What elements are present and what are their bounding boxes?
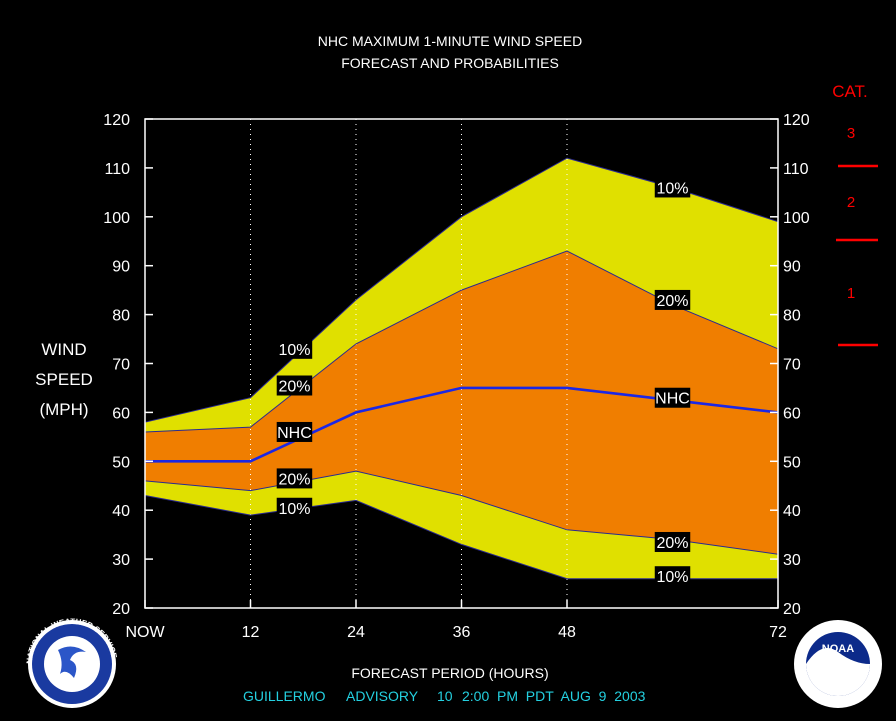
x-tick-label: 36 <box>453 624 471 641</box>
series-label-box <box>276 375 313 396</box>
y-tick-label-right: 120 <box>783 112 810 129</box>
x-tick-label: 48 <box>558 624 576 641</box>
y-tick-label-left: 50 <box>112 454 130 471</box>
series-label: 20% <box>278 379 310 396</box>
series-label-box <box>654 531 691 552</box>
chart-subtitle: FORECAST AND PROBABILITIES <box>341 55 559 71</box>
y-axis-label-line-1: WIND <box>41 340 86 359</box>
noaa-bird-icon <box>806 648 870 696</box>
y-tick-label-left: 90 <box>112 259 130 276</box>
storm-name: GUILLERMO <box>243 688 326 704</box>
series-labels: 10% 20% NHC 20% 10% 10% 20% NHC 20% 10% <box>276 177 691 587</box>
series-label: 10% <box>278 501 310 518</box>
y-tick-label-left: 60 <box>112 405 130 422</box>
series-label-box <box>654 177 691 198</box>
y-axis-ticks: 20 20 30 30 40 40 50 50 60 60 70 70 80 80 90 90 100 100 11… <box>103 112 810 618</box>
category-scale: CAT. 3 2 1 <box>832 82 878 347</box>
noaa-logo: NOAA <box>794 620 882 708</box>
y-tick-label-right: 70 <box>783 357 801 374</box>
y-tick-label-left: 70 <box>112 357 130 374</box>
y-tick-label-left: 40 <box>112 503 130 520</box>
advisory-time: 2:00 PM PDT AUG 9 2003 <box>462 688 646 704</box>
y-tick-label-left: 20 <box>112 601 130 618</box>
advisory-number: 10 <box>437 688 453 704</box>
series-label: 10% <box>278 342 310 359</box>
y-tick-label-right: 90 <box>783 259 801 276</box>
y-axis-label-line-2: SPEED <box>35 370 93 389</box>
series-label-box <box>654 566 691 587</box>
series-label: 20% <box>656 293 688 310</box>
y-tick-label-left: 120 <box>103 112 130 129</box>
x-tick-label: NOW <box>125 624 165 641</box>
y-tick-label-left: 100 <box>103 210 130 227</box>
series-label: NHC <box>655 391 690 408</box>
y-tick-label-right: 110 <box>783 161 809 178</box>
x-axis-label: FORECAST PERIOD (HOURS) <box>351 665 548 681</box>
series-label: 10% <box>656 180 688 197</box>
series-label-box <box>654 289 691 310</box>
noaa-logo-text: NOAA <box>822 643 854 655</box>
chart-title: NHC MAXIMUM 1-MINUTE WIND SPEED <box>318 33 582 49</box>
y-tick-label-right: 20 <box>783 601 801 618</box>
y-tick-label-left: 110 <box>104 161 130 178</box>
series-label-box <box>276 468 313 489</box>
category-1-label: 1 <box>847 285 855 302</box>
y-tick-label-right: 50 <box>783 454 801 471</box>
category-title: CAT. <box>832 82 868 101</box>
y-tick-label-left: 80 <box>112 308 130 325</box>
x-tick-label: 12 <box>242 624 260 641</box>
advisory-label: ADVISORY <box>346 688 419 704</box>
series-label-box <box>276 497 313 518</box>
series-label: NHC <box>277 425 312 442</box>
series-label-box <box>654 387 691 408</box>
series-label: 10% <box>656 569 688 586</box>
x-tick-label: 72 <box>769 624 787 641</box>
y-tick-label-right: 30 <box>783 552 801 569</box>
y-axis-label-line-3: (MPH) <box>39 400 88 419</box>
y-tick-label-right: 60 <box>783 405 801 422</box>
y-tick-label-right: 40 <box>783 503 801 520</box>
x-axis-ticks: NOW 12 24 36 48 72 <box>125 600 787 641</box>
x-tick-label: 24 <box>347 624 365 641</box>
category-2-label: 2 <box>847 194 855 211</box>
series-label-box <box>276 338 313 359</box>
series-label-box <box>276 421 313 442</box>
advisory-footer: GUILLERMO ADVISORY 10 2:00 PM PDT AUG 9 … <box>243 688 646 704</box>
y-tick-label-left: 30 <box>112 552 130 569</box>
series-label: 20% <box>278 471 310 488</box>
y-tick-label-right: 80 <box>783 308 801 325</box>
nws-lightning-icon <box>58 646 86 678</box>
y-tick-label-right: 100 <box>783 210 810 227</box>
series-label: 20% <box>656 535 688 552</box>
category-3-label: 3 <box>847 125 855 142</box>
